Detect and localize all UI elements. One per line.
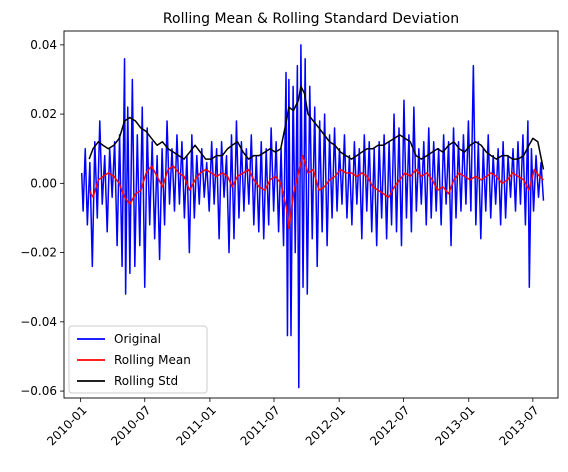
series-line-rolling-std	[88, 85, 545, 170]
y-tick-label: 0.04	[30, 38, 57, 52]
series-line-rolling-mean	[88, 154, 544, 230]
y-tick-label: 0.02	[30, 107, 57, 121]
chart-title: Rolling Mean & Rolling Standard Deviatio…	[163, 11, 459, 27]
plot-frame	[63, 30, 559, 399]
legend-label: Rolling Mean	[114, 353, 191, 367]
y-tick-label: 0.00	[30, 176, 57, 190]
legend-box	[68, 325, 208, 394]
y-tick-label: −0.04	[20, 315, 57, 329]
legend: Original Rolling Mean Rolling Std	[68, 325, 208, 394]
series-layer	[80, 44, 545, 389]
y-tick-label: −0.02	[20, 246, 57, 260]
legend-label: Rolling Std	[114, 374, 178, 388]
y-axis: 0.04 0.02 0.00 −0.02 −0.04 −0.06	[20, 38, 64, 398]
y-tick-label: −0.06	[20, 384, 57, 398]
legend-label: Original	[114, 332, 161, 346]
series-line-original	[80, 44, 545, 389]
